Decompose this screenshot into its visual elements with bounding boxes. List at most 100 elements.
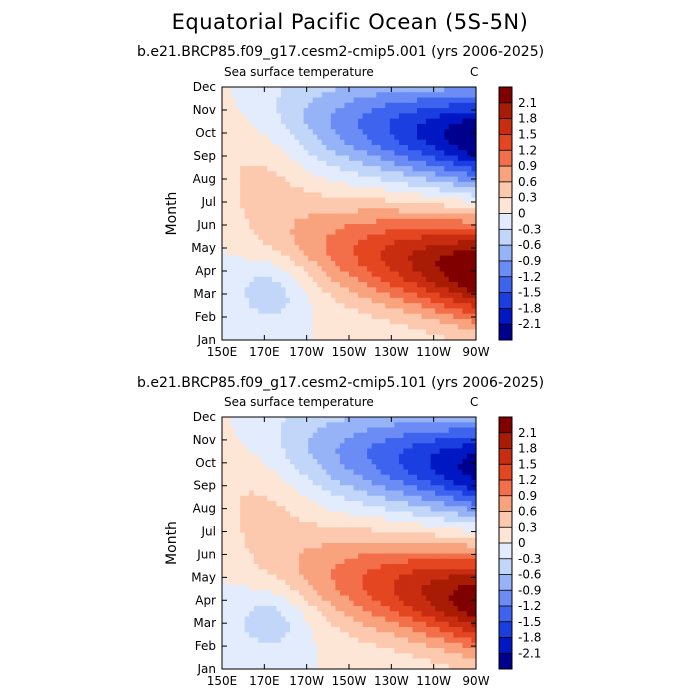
heat-cell <box>317 490 323 497</box>
heat-cell <box>349 564 355 570</box>
heat-cell <box>240 139 246 146</box>
heat-cell <box>231 627 237 633</box>
colorbar-label: -1.8 <box>518 301 541 315</box>
heat-cell <box>240 548 246 555</box>
heat-cell <box>417 92 423 99</box>
heat-cell <box>249 606 255 612</box>
heat-cell <box>271 171 278 178</box>
heat-cell <box>466 213 473 220</box>
heat-cell <box>353 448 359 455</box>
heat-cell <box>303 579 309 586</box>
heat-cell <box>330 453 336 460</box>
heat-cell <box>244 176 250 183</box>
heat-cell <box>349 569 355 576</box>
heat-cell <box>335 427 341 434</box>
heat-cell <box>262 553 268 560</box>
heat-cell <box>312 579 318 586</box>
heat-cell <box>321 303 327 309</box>
heat-cell <box>326 181 332 188</box>
heat-cell <box>294 464 300 471</box>
heat-cell <box>271 621 278 628</box>
heat-cell <box>417 443 423 450</box>
heat-cell <box>303 266 309 273</box>
heat-cell <box>321 579 327 586</box>
heat-cell <box>444 234 450 241</box>
heat-cell <box>258 129 264 136</box>
heat-cell <box>358 501 364 507</box>
heat-cell <box>222 448 228 455</box>
heat-cell <box>344 658 350 665</box>
heat-cell <box>412 108 418 114</box>
heat-cell <box>371 176 377 183</box>
heat-cell <box>417 648 423 654</box>
heat-cell <box>435 245 441 251</box>
heat-cell <box>303 224 309 230</box>
heat-cell <box>235 155 241 162</box>
heat-cell <box>349 334 355 341</box>
heat-cell <box>367 511 373 518</box>
heat-cell <box>417 663 423 670</box>
heat-cell <box>290 548 296 555</box>
heat-cell <box>303 303 309 309</box>
heat-cell <box>439 171 445 178</box>
heat-cell <box>385 564 391 570</box>
heat-cell <box>235 250 241 257</box>
heat-cell <box>376 260 382 267</box>
heat-cell <box>389 474 395 481</box>
heat-cell <box>294 606 300 612</box>
y-tick-label: Dec <box>193 80 216 94</box>
heat-cell <box>321 474 327 481</box>
heat-cell <box>312 282 318 288</box>
heat-cell <box>367 150 373 157</box>
heat-cell <box>426 543 432 549</box>
heat-cell <box>403 516 409 523</box>
heat-cell <box>403 511 409 518</box>
heat-cell <box>349 208 355 215</box>
heat-cell <box>244 313 250 320</box>
heat-cell <box>240 611 246 618</box>
heat-cell <box>280 506 287 513</box>
heat-cell <box>344 653 350 660</box>
heat-cell <box>231 495 237 502</box>
heat-cell <box>421 334 427 341</box>
heat-cell <box>290 282 296 288</box>
heat-cell <box>262 318 268 325</box>
heat-cell <box>253 537 259 544</box>
heat-cell <box>308 548 314 555</box>
heat-cell <box>466 266 473 273</box>
heat-cell <box>362 537 368 544</box>
heat-cell <box>262 532 268 539</box>
heat-cell <box>312 480 318 486</box>
heat-cell <box>276 422 282 429</box>
heat-cell <box>312 648 318 654</box>
heat-cell <box>335 224 341 230</box>
heat-cell <box>403 564 409 570</box>
heat-cell <box>312 303 318 309</box>
heat-cell <box>344 432 350 439</box>
heat-cell <box>326 464 332 471</box>
heat-cell <box>385 171 391 178</box>
heat-cell <box>344 543 350 549</box>
heat-cell <box>222 422 228 429</box>
heat-cell <box>299 176 305 183</box>
heat-cell <box>417 303 423 309</box>
heat-cell <box>444 271 450 278</box>
heat-cell <box>457 97 463 104</box>
heat-cell <box>244 527 250 534</box>
heat-cell <box>358 208 364 215</box>
heat-cell <box>321 160 327 167</box>
heat-cell <box>457 150 463 157</box>
heat-cell <box>457 276 463 283</box>
heat-cell <box>380 234 386 241</box>
heat-cell <box>407 527 414 534</box>
heat-cell <box>389 532 395 539</box>
heat-cell <box>403 474 409 481</box>
heat-cell <box>326 224 332 230</box>
heat-cell <box>335 218 341 225</box>
heat-cell <box>344 282 350 288</box>
heat-cell <box>412 144 418 151</box>
heat-cell <box>330 600 336 607</box>
heat-cell <box>448 313 454 320</box>
heat-cell <box>299 558 305 565</box>
heat-cell <box>444 218 450 225</box>
